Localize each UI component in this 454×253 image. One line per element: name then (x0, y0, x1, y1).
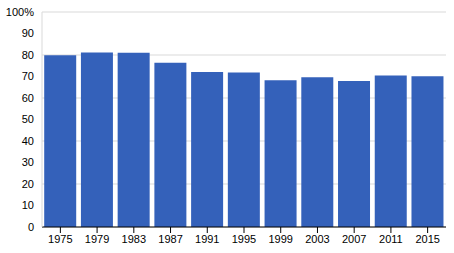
svg-text:1995: 1995 (232, 233, 256, 245)
svg-text:2015: 2015 (415, 233, 439, 245)
svg-text:70: 70 (22, 70, 34, 82)
svg-text:2011: 2011 (379, 233, 403, 245)
svg-text:10: 10 (22, 199, 34, 211)
svg-text:30: 30 (22, 156, 34, 168)
svg-text:40: 40 (22, 135, 34, 147)
svg-text:1975: 1975 (48, 233, 72, 245)
svg-text:1983: 1983 (122, 233, 146, 245)
svg-text:20: 20 (22, 178, 34, 190)
svg-text:1979: 1979 (85, 233, 109, 245)
svg-text:80: 80 (22, 49, 34, 61)
svg-text:50: 50 (22, 113, 34, 125)
svg-text:1991: 1991 (195, 233, 219, 245)
svg-text:2007: 2007 (342, 233, 366, 245)
svg-text:2003: 2003 (305, 233, 329, 245)
svg-text:1999: 1999 (268, 233, 292, 245)
svg-text:100%: 100% (8, 6, 34, 18)
svg-text:90: 90 (22, 27, 34, 39)
svg-text:0: 0 (28, 221, 34, 233)
svg-text:1987: 1987 (158, 233, 182, 245)
svg-text:60: 60 (22, 92, 34, 104)
